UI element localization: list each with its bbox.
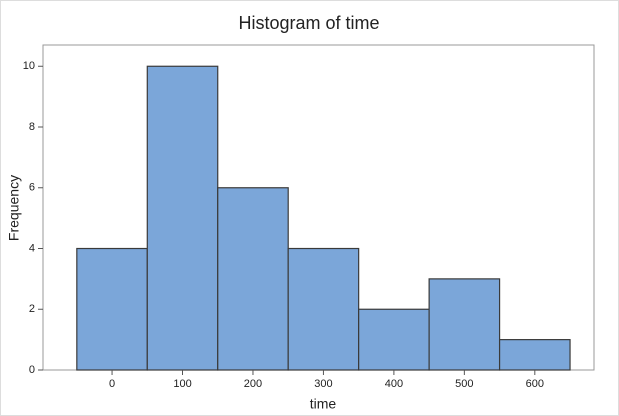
y-axis-label: Frequency [6, 175, 22, 241]
chart-title: Histogram of time [238, 13, 379, 33]
bar [146, 65, 219, 371]
x-tick-label: 300 [314, 378, 332, 390]
x-tick-label: 600 [526, 378, 544, 390]
x-tick-label: 0 [109, 378, 115, 390]
y-tick-label: 6 [29, 182, 35, 194]
y-tick-label: 2 [29, 303, 35, 315]
y-tick-label: 4 [29, 242, 35, 254]
y-tick-label: 8 [29, 121, 35, 133]
bar [498, 339, 571, 371]
x-tick-label: 100 [173, 378, 191, 390]
bar [428, 278, 501, 371]
x-tick-label: 500 [455, 378, 473, 390]
bar [217, 187, 289, 371]
bar [76, 247, 148, 371]
bar [287, 247, 360, 371]
x-tick-label: 200 [244, 378, 262, 390]
x-axis-label: time [310, 396, 337, 412]
x-tick-label: 400 [385, 378, 403, 390]
bar [358, 308, 430, 371]
y-tick-label: 10 [23, 60, 35, 72]
y-tick-label: 0 [29, 364, 35, 376]
